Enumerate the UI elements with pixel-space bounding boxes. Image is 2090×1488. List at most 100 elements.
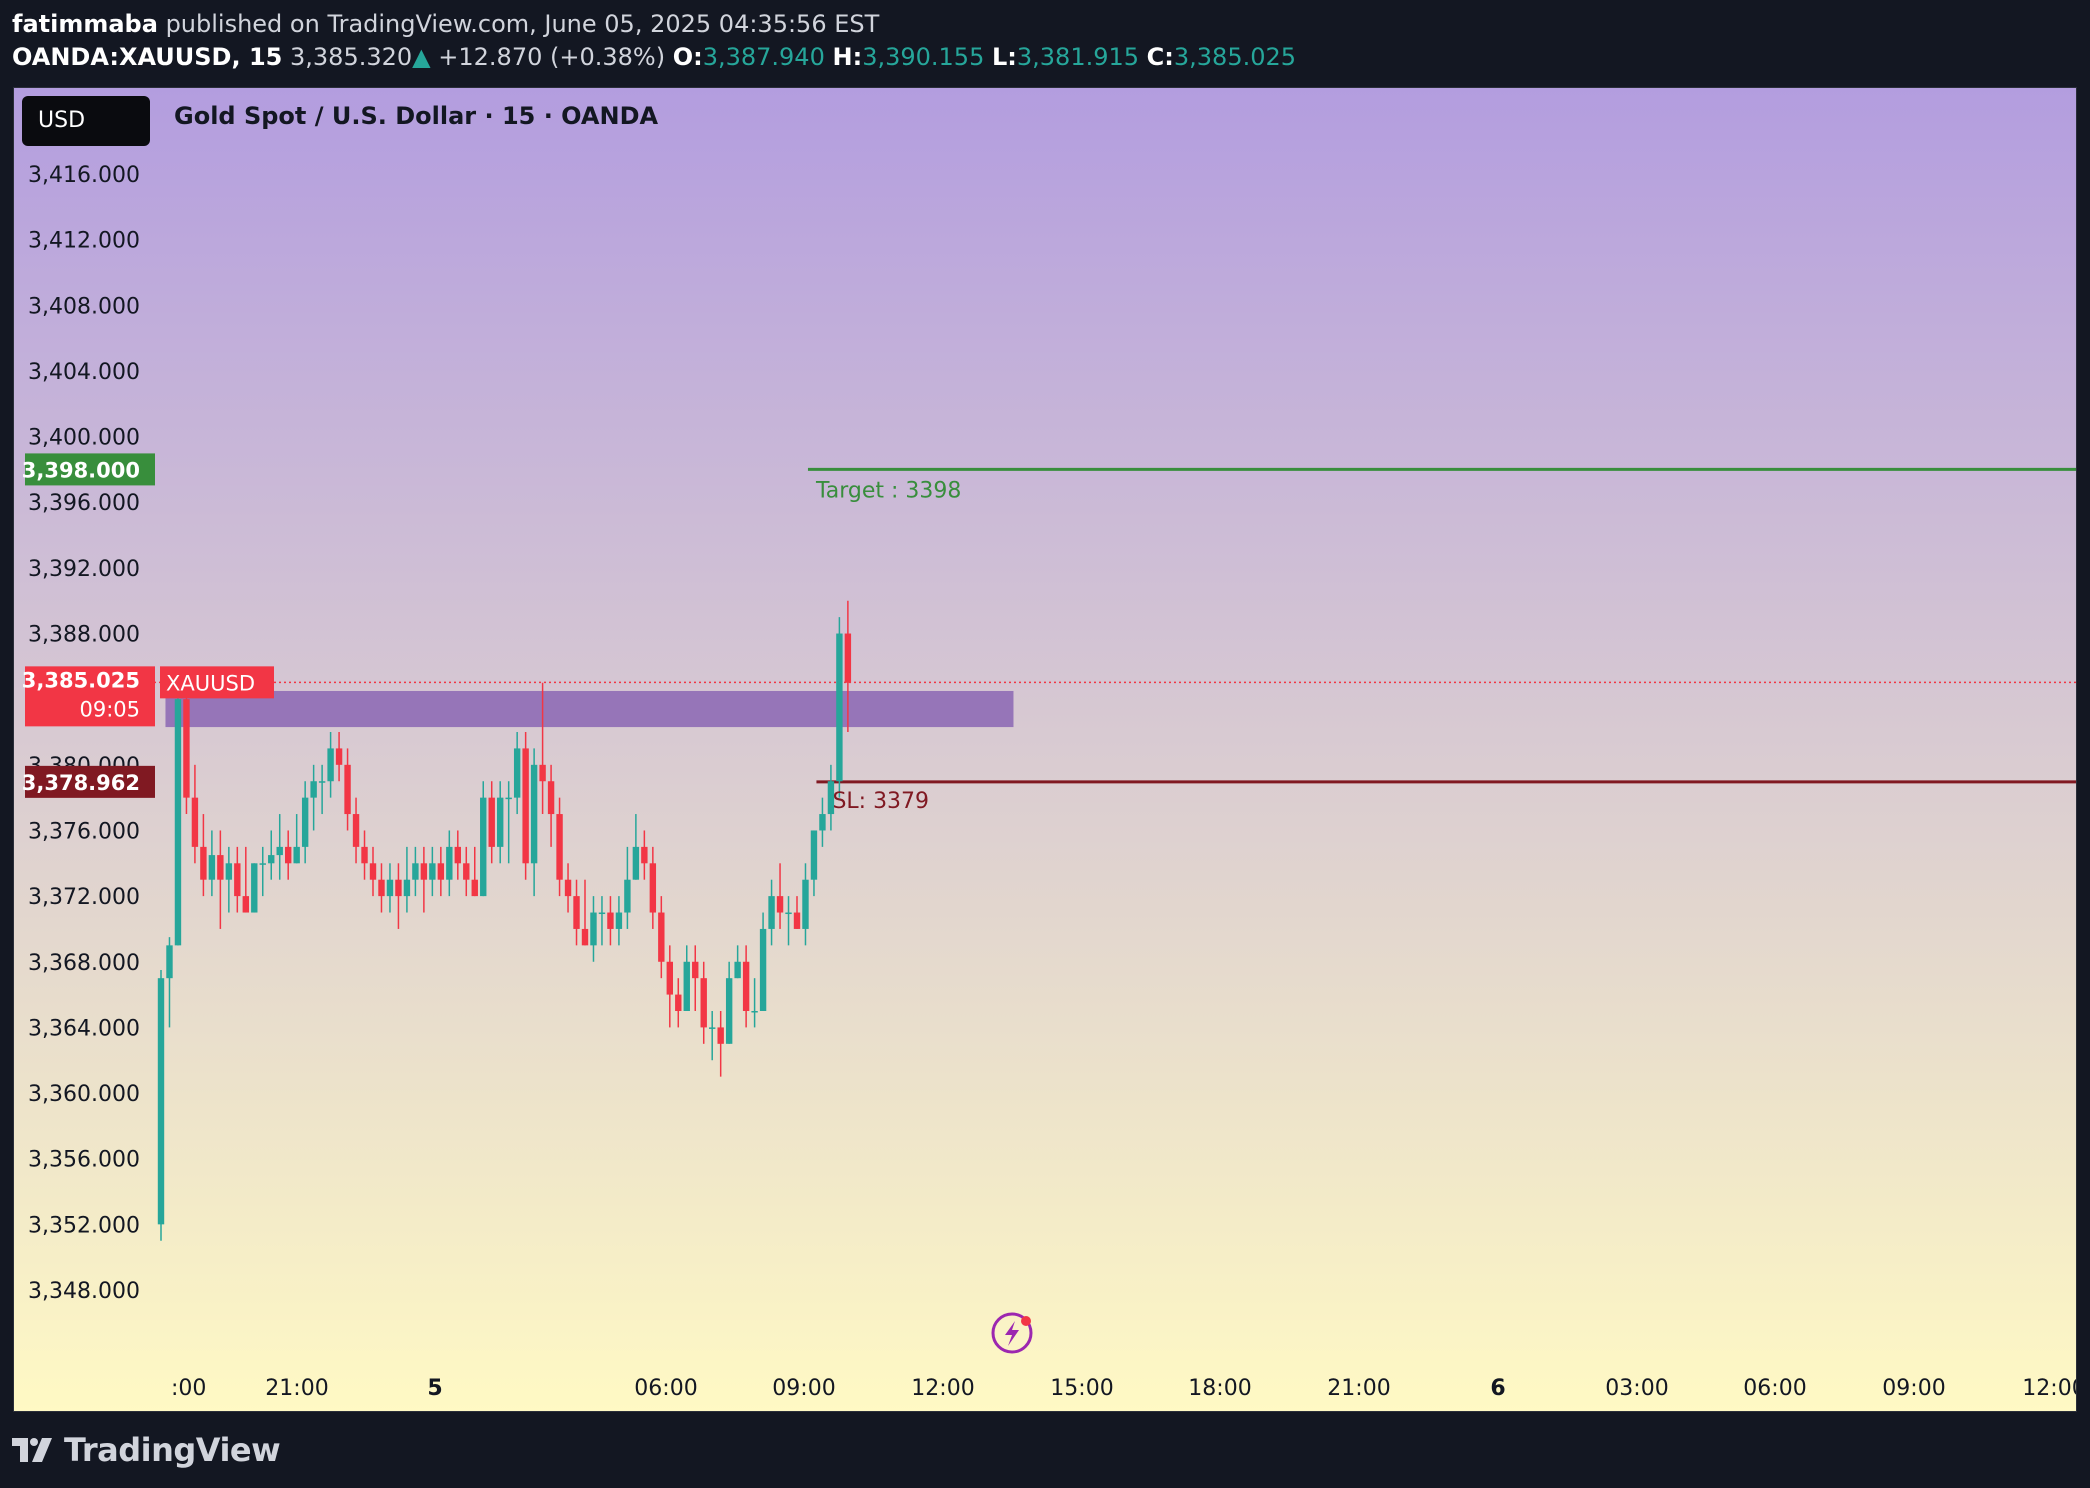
y-tick-label: 3,404.000 (28, 360, 140, 385)
countdown-label: 09:05 (79, 697, 140, 721)
candle-body (844, 633, 852, 683)
candle (768, 879, 775, 946)
candle-body (412, 863, 419, 880)
candle (369, 846, 377, 897)
candle (259, 846, 266, 897)
y-tick-label: 3,360.000 (28, 1082, 140, 1107)
x-tick-label: :00 (171, 1376, 206, 1401)
candle (725, 961, 733, 1044)
candle (361, 830, 368, 880)
candle-body (217, 855, 224, 880)
candle-body (615, 912, 623, 929)
chart-area[interactable]: Target : 3398 SL: 3379 3,416.000 3,412.000 3… (13, 87, 2077, 1412)
candle (666, 945, 673, 1028)
candle-body (649, 863, 657, 913)
x-tick-label: 06:00 (1743, 1376, 1806, 1401)
symbol-label: OANDA:XAUUSD, 15 (12, 43, 283, 71)
x-tick-label: 09:00 (772, 1376, 835, 1401)
candle-body (454, 846, 461, 864)
candle (793, 896, 801, 929)
high-label: H: (832, 43, 863, 71)
candle-body (725, 978, 733, 1044)
candle (471, 846, 478, 897)
candle-body (259, 863, 266, 865)
candle-body (471, 879, 478, 897)
currency-button[interactable]: USD (22, 96, 150, 146)
candle-body (327, 748, 334, 782)
candle (200, 814, 207, 897)
candle (658, 896, 665, 979)
candle-body (157, 978, 165, 1225)
candle (709, 1011, 716, 1061)
candle-body (556, 814, 563, 880)
candle-body (632, 846, 640, 880)
candle (234, 846, 241, 913)
x-tick-label: 12:00 (2022, 1376, 2077, 1401)
candle-body (513, 748, 521, 798)
chart-background (14, 88, 2076, 1411)
candle (268, 830, 275, 880)
candle (547, 764, 555, 847)
symbol-tag-bg (160, 666, 274, 699)
candle-body (200, 846, 207, 880)
candle (497, 781, 504, 864)
candle-body (344, 764, 351, 815)
candle (692, 945, 699, 1011)
candle-body (420, 863, 428, 880)
candle (505, 781, 512, 864)
candle (573, 879, 580, 946)
candle-body (759, 928, 767, 1011)
brand-name: TradingView (64, 1431, 281, 1469)
candle-body (310, 781, 317, 798)
candle (437, 846, 445, 897)
candle (480, 781, 487, 897)
x-tick-label: 18:00 (1188, 1376, 1251, 1401)
publish-info: fatimmaba published on TradingView.com, … (12, 8, 2072, 40)
stoploss-price-badge: 3,378.962 (22, 771, 140, 795)
candle-body (166, 945, 173, 979)
tradingview-logo[interactable]: TradingView (12, 1431, 281, 1469)
lightning-icon-dot (1021, 1316, 1031, 1326)
candle-body (208, 855, 216, 880)
candle-body (378, 879, 385, 897)
candle-body (293, 846, 300, 864)
candle (717, 1011, 724, 1077)
candle-body (658, 912, 665, 962)
y-tick-label: 3,364.000 (28, 1016, 140, 1041)
candle (208, 830, 216, 897)
candle (285, 830, 292, 880)
candle-body (403, 879, 411, 897)
candle-body (624, 879, 631, 913)
candle-body (463, 863, 470, 880)
candle-body (793, 912, 801, 929)
author-name[interactable]: fatimmaba (12, 10, 158, 38)
up-triangle-icon: ▲ (412, 43, 431, 71)
candle (683, 945, 690, 1011)
candle-body (174, 699, 182, 946)
y-tick-label: 3,376.000 (28, 819, 140, 844)
y-tick-label: 3,400.000 (28, 426, 140, 451)
candle (412, 846, 419, 897)
close-label: C: (1146, 43, 1174, 71)
candle (615, 896, 623, 946)
candle (556, 797, 563, 897)
candle (530, 748, 538, 897)
last-price-badge: 3,385.025 (22, 668, 140, 692)
candle-body (539, 764, 546, 782)
candle (276, 814, 283, 880)
chart-header: fatimmaba published on TradingView.com, … (12, 8, 2072, 73)
candlestick-chart[interactable]: Target : 3398 SL: 3379 3,416.000 3,412.000 3… (14, 88, 2077, 1412)
open-value: 3,387.940 (702, 43, 825, 71)
candle (581, 879, 589, 946)
y-tick-label: 3,412.000 (28, 229, 140, 254)
target-price-badge-bg (25, 453, 155, 486)
chart-title: Gold Spot / U.S. Dollar · 15 · OANDA (174, 102, 659, 130)
candle (590, 896, 597, 962)
candle-body (251, 863, 258, 913)
target-label: Target : 3398 (815, 478, 961, 503)
x-tick-label: 21:00 (265, 1376, 328, 1401)
y-tick-label: 3,388.000 (28, 623, 140, 648)
candle-body (692, 961, 699, 979)
x-tick-label: 09:00 (1882, 1376, 1945, 1401)
candle (564, 863, 572, 913)
